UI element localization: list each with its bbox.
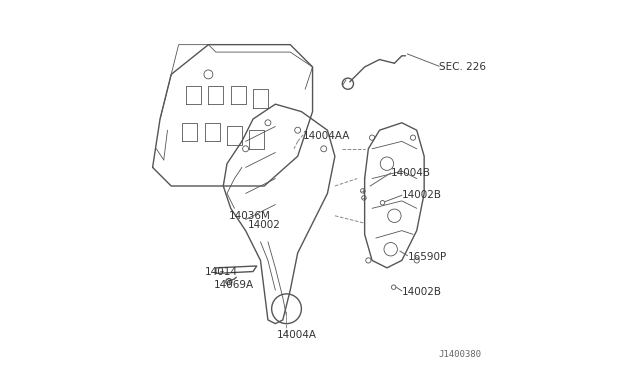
- Text: 14002: 14002: [248, 220, 280, 230]
- Text: SEC. 226: SEC. 226: [439, 62, 486, 72]
- Text: 14002B: 14002B: [402, 287, 442, 297]
- Text: 16590P: 16590P: [408, 252, 447, 262]
- Text: 14002B: 14002B: [402, 190, 442, 200]
- Text: 14004AA: 14004AA: [303, 131, 351, 141]
- Text: J1400380: J1400380: [439, 350, 482, 359]
- Text: 14036M: 14036M: [229, 211, 271, 221]
- Text: 14004B: 14004B: [390, 168, 431, 178]
- Text: 14069A: 14069A: [214, 280, 254, 289]
- Text: 14004A: 14004A: [277, 330, 317, 340]
- Text: 14014: 14014: [205, 267, 237, 276]
